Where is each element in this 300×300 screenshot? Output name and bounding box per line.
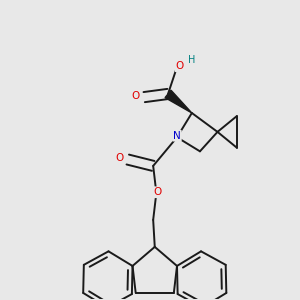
Text: O: O (116, 153, 124, 163)
Polygon shape (165, 90, 192, 113)
Text: O: O (176, 61, 184, 71)
Text: O: O (131, 91, 140, 100)
Text: H: H (188, 55, 195, 64)
Text: O: O (154, 187, 162, 197)
Text: N: N (173, 131, 181, 141)
